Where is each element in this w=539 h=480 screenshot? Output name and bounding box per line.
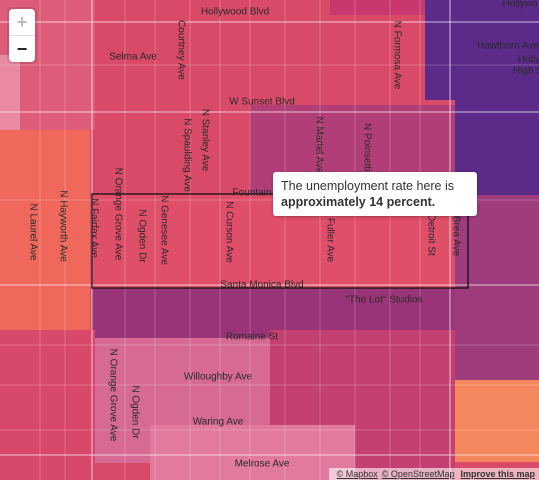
zoom-out-button[interactable]: − <box>16 39 28 59</box>
street-label: N Orange Grove Ave <box>112 168 123 261</box>
street-label: Hollywo <box>502 0 537 10</box>
tooltip: The unemployment rate here is approximat… <box>273 172 477 216</box>
street-label: N Martel Ave <box>313 116 324 173</box>
zoom-in-button[interactable]: + <box>9 9 35 36</box>
street-label: Hollywood Blvd <box>201 7 269 18</box>
street-label: N Genesee Ave <box>158 195 169 265</box>
region <box>455 380 539 462</box>
street-label: N Orange Grove Ave <box>107 349 118 442</box>
street-label: N Ogden Dr <box>136 209 147 263</box>
street-label: N Formosa Ave <box>391 21 402 90</box>
street-label: N Ogden Dr <box>129 385 140 439</box>
region <box>425 0 539 195</box>
street-label: Holly <box>518 55 539 66</box>
attribution-link[interactable]: Improve this map <box>460 469 535 479</box>
street-label: Santa Monica Blvd <box>220 280 303 291</box>
region <box>0 130 90 365</box>
street-label: N Detroit St <box>425 204 436 256</box>
street-label: Selma Ave <box>109 52 157 63</box>
region <box>150 425 355 480</box>
zoom-control: + − <box>9 9 35 62</box>
attribution-link[interactable]: © OpenStreetMap <box>381 469 455 479</box>
street-label: N Curson Ave <box>223 201 234 263</box>
street-label: Fountain <box>233 188 272 199</box>
attribution: © Mapbox © OpenStreetMap Improve this map <box>328 468 539 480</box>
street-label: N Laurel Ave <box>27 203 38 261</box>
street-label: Willoughby Ave <box>184 372 253 383</box>
region <box>330 0 425 15</box>
street-label: Courtney Ave <box>175 20 186 80</box>
street-label: High S <box>513 66 539 77</box>
place-label: "The Lot" Studios <box>345 295 422 306</box>
street-label: N Spaulding Ave <box>181 118 192 192</box>
tooltip-text: The unemployment rate here is <box>281 179 455 193</box>
street-label: N Hayworth Ave <box>57 190 68 262</box>
region <box>455 195 539 380</box>
region <box>0 330 95 480</box>
attribution-link[interactable]: © Mapbox <box>336 469 378 479</box>
tooltip-emphasis: approximately 14 percent. <box>281 195 436 209</box>
street-label: N Fuller Ave <box>324 208 335 263</box>
street-label: Melrose Ave <box>235 459 290 470</box>
street-label: W Sunset Blvd <box>229 97 295 108</box>
street-label: Hawthorn Ave <box>477 41 539 52</box>
street-label: N Poinsettia <box>361 123 372 177</box>
street-label: N Stanley Ave <box>199 109 210 172</box>
region <box>92 288 455 338</box>
street-label: Waring Ave <box>193 417 244 428</box>
street-label: Brea Ave <box>450 216 461 257</box>
street-label: Romaine St <box>226 332 278 343</box>
region <box>0 55 20 130</box>
street-label: N Fairfax Ave <box>88 198 99 258</box>
